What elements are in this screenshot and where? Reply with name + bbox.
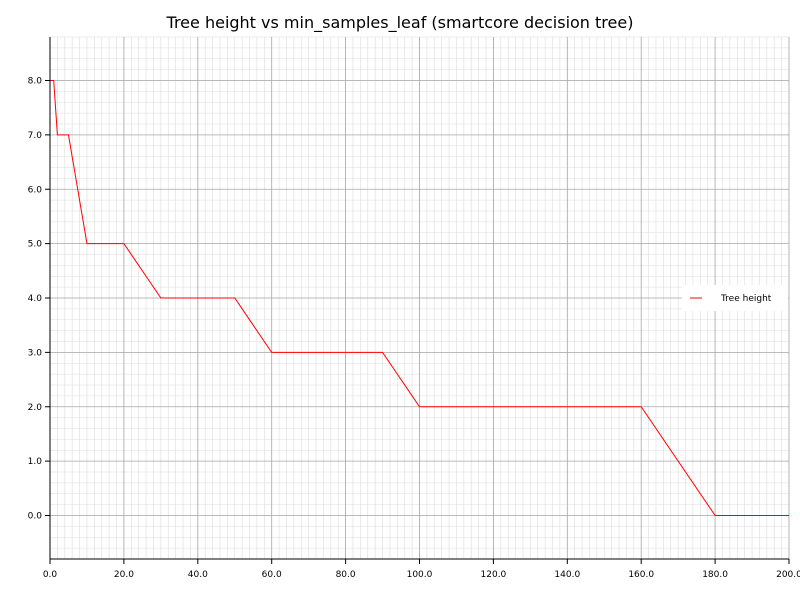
x-tick-label: 0.0 bbox=[43, 570, 58, 580]
x-tick-label: 200.0 bbox=[776, 570, 800, 580]
y-axis: 0.0 1.0 2.0 3.0 4.0 5.0 6.0 7.0 8.0 bbox=[28, 77, 50, 522]
y-tick-label: 4.0 bbox=[28, 294, 43, 304]
series-line-tree-height bbox=[50, 80, 789, 516]
y-tick-label: 1.0 bbox=[28, 457, 43, 467]
x-tick-label: 160.0 bbox=[628, 570, 654, 580]
x-axis: 0.0 20.0 40.0 60.0 80.0 100.0 120.0 140.0 160.0 1… bbox=[43, 559, 800, 580]
chart-title: Tree height vs min_samples_leaf (smartco… bbox=[166, 13, 634, 33]
y-tick-label: 5.0 bbox=[28, 240, 43, 250]
y-tick-label: 2.0 bbox=[28, 403, 43, 413]
x-tick-label: 180.0 bbox=[702, 570, 728, 580]
x-tick-label: 40.0 bbox=[188, 570, 208, 580]
plot-area bbox=[50, 80, 789, 516]
x-tick-label: 140.0 bbox=[554, 570, 580, 580]
x-tick-label: 80.0 bbox=[336, 570, 356, 580]
legend: Tree height bbox=[682, 285, 788, 311]
y-tick-label: 6.0 bbox=[28, 185, 43, 195]
y-tick-label: 7.0 bbox=[28, 131, 43, 141]
x-tick-label: 20.0 bbox=[114, 570, 134, 580]
x-tick-label: 120.0 bbox=[481, 570, 507, 580]
y-tick-label: 0.0 bbox=[28, 512, 43, 522]
x-tick-label: 60.0 bbox=[262, 570, 282, 580]
x-tick-label: 100.0 bbox=[407, 570, 433, 580]
y-tick-label: 3.0 bbox=[28, 348, 43, 358]
legend-label: Tree height bbox=[720, 294, 772, 304]
y-tick-label: 8.0 bbox=[28, 77, 43, 87]
